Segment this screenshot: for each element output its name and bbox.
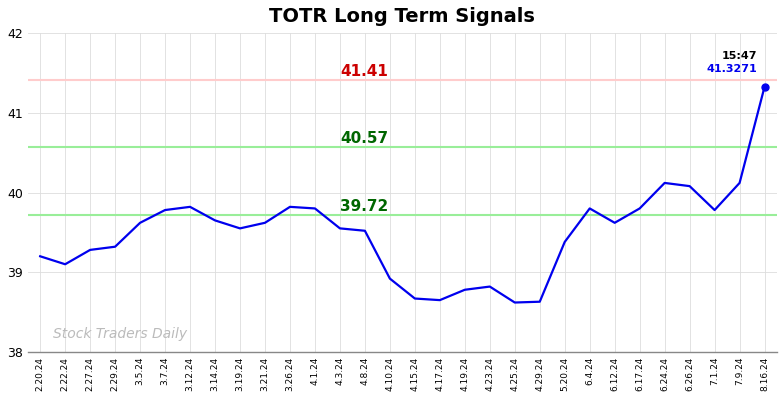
Text: 39.72: 39.72	[340, 199, 388, 214]
Text: Stock Traders Daily: Stock Traders Daily	[53, 327, 187, 341]
Text: 41.3271: 41.3271	[706, 64, 757, 74]
Title: TOTR Long Term Signals: TOTR Long Term Signals	[270, 7, 535, 26]
Text: 15:47: 15:47	[721, 51, 757, 61]
Text: 40.57: 40.57	[340, 131, 388, 146]
Text: 41.41: 41.41	[340, 64, 388, 79]
